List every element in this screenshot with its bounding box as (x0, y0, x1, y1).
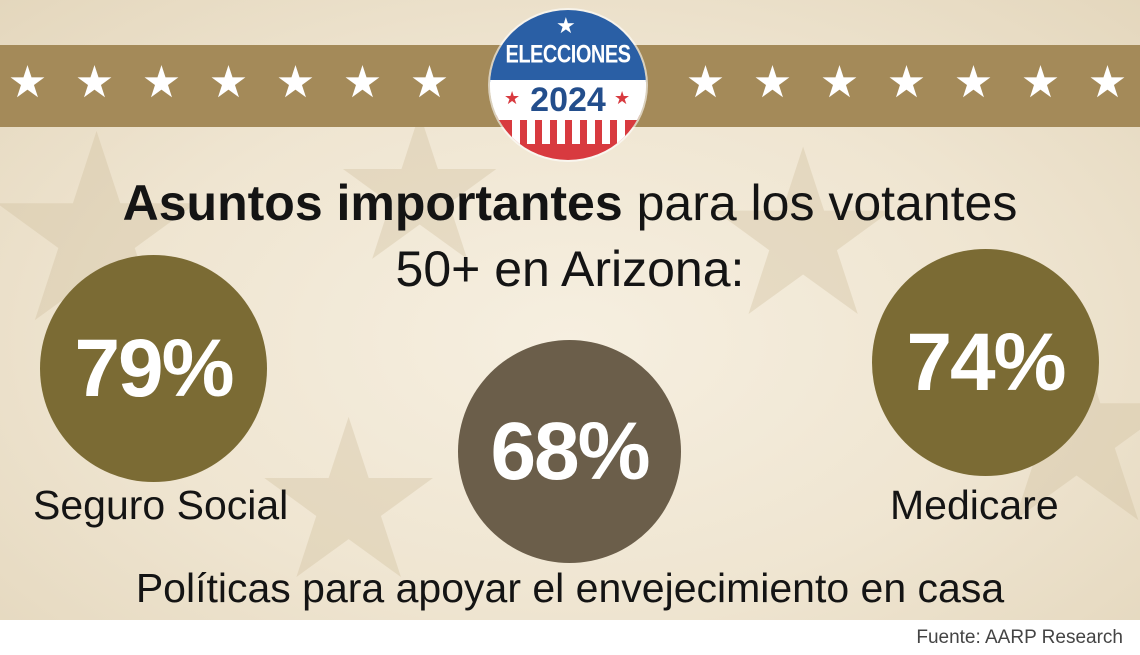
stat-value: 79% (74, 322, 234, 414)
stat-label-aging-at-home: Políticas para apoyar el envejecimiento … (135, 565, 1005, 611)
star-icon: ★ (74, 57, 115, 108)
star-icon: ★ (7, 57, 48, 108)
background-star-icon: ★ (250, 372, 448, 620)
star-icon: ★ (1020, 57, 1061, 108)
stat-value: 68% (490, 405, 650, 497)
stat-circle-medicare: 74% (872, 249, 1099, 476)
source-credit: Fuente: AARP Research (916, 627, 1123, 648)
star-icon: ★ (556, 14, 576, 39)
star-icon: ★ (504, 88, 521, 109)
star-icon: ★ (275, 57, 316, 108)
star-icon: ★ (886, 57, 927, 108)
star-icon: ★ (614, 88, 631, 109)
headline-line2: 50+ en Arizona: (395, 241, 745, 297)
badge-blue-field (490, 10, 646, 82)
star-icon: ★ (752, 57, 793, 108)
badge-white-band (490, 80, 646, 120)
star-icon: ★ (953, 57, 994, 108)
headline-bold: Asuntos importantes (122, 175, 623, 231)
elections-badge: ★ ELECCIONES 2024 ★ ★ (490, 10, 646, 160)
stat-value: 74% (906, 316, 1066, 408)
star-icon: ★ (819, 57, 860, 108)
stat-circle-aging-at-home: 68% (458, 340, 681, 563)
stat-circle-social-security: 79% (40, 255, 267, 482)
stat-label-social-security: Seguro Social (33, 482, 289, 528)
star-icon: ★ (1087, 57, 1128, 108)
background-star-icon: ★ (700, 101, 907, 368)
stat-label-medicare: Medicare (890, 482, 1059, 528)
badge-stripes (490, 120, 646, 144)
badge-title: ELECCIONES (505, 41, 631, 69)
star-icon: ★ (141, 57, 182, 108)
star-row-right: ★ ★ ★ ★ ★ ★ ★ (672, 55, 1140, 111)
star-row-left: ★ ★ ★ ★ ★ ★ ★ (0, 55, 463, 111)
headline: Asuntos importantes para los votantes 50… (0, 170, 1140, 302)
star-icon: ★ (685, 57, 726, 108)
infographic: ★ ★ ★ ★ ★ ★ ★ ★ ★ ★ ★ ★ ★ ★ ★ ★ ★ ★ ★ ★ … (0, 0, 1140, 620)
star-icon: ★ (342, 57, 383, 108)
star-icon: ★ (409, 57, 450, 108)
headline-rest: para los votantes (622, 175, 1018, 231)
badge-year: 2024 (530, 81, 606, 119)
star-icon: ★ (208, 57, 249, 108)
